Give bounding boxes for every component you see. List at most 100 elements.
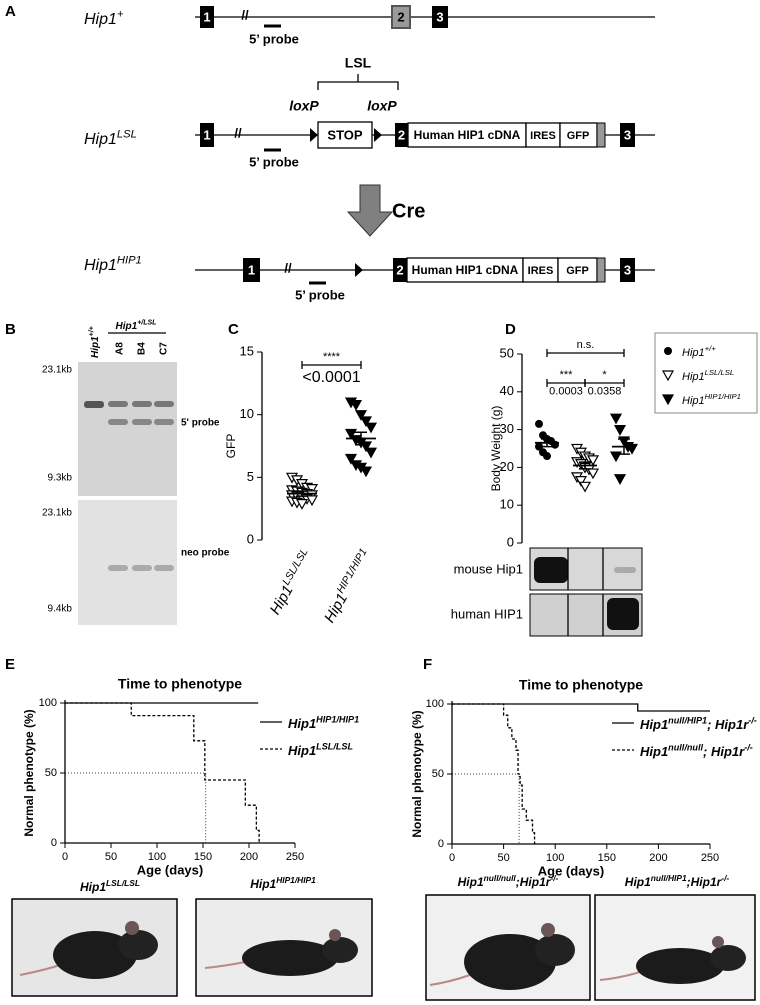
legend-label: Hip1HIP1/HIP1: [288, 715, 359, 732]
tail: [429, 974, 471, 986]
panel-d-blots: mouse Hip1 human HIP1: [451, 547, 643, 637]
point: [305, 495, 319, 507]
tail: [599, 971, 641, 981]
legend-marker: [664, 347, 672, 355]
sem-bar: [579, 461, 591, 470]
loxp-site: [374, 128, 382, 142]
exon-label: 3: [624, 262, 631, 277]
y-tick-label: 100: [426, 698, 444, 710]
x-tick-label: 0: [449, 852, 455, 864]
median-line: [452, 773, 520, 844]
point: [609, 413, 623, 425]
point: [344, 453, 358, 465]
mouse: [464, 934, 556, 990]
superscript: -/-: [748, 716, 757, 726]
cre-arrow: [346, 184, 394, 237]
x-tick-label: 100: [148, 851, 166, 863]
p-value: 0.0358: [588, 386, 622, 398]
legend-label: Hip1+/+: [682, 344, 716, 359]
point: [364, 422, 378, 434]
polya: [596, 257, 606, 283]
band: [132, 401, 152, 407]
loxp-label: loxP: [289, 98, 319, 114]
x-axis-label: Age (days): [137, 862, 203, 877]
text-run: ; Hip1r: [703, 744, 745, 759]
y-axis-label: Normal phenotype (%): [410, 710, 424, 837]
text-run: Hip1: [84, 11, 117, 28]
y-tick-label: 5: [247, 469, 254, 484]
photo-caption: Hip1null/null;Hip1r-/-: [458, 873, 559, 889]
mouse-head: [710, 945, 746, 971]
gfp-box: [557, 257, 598, 283]
point: [535, 419, 543, 428]
point: [535, 442, 543, 451]
text-run: Hip1: [250, 877, 276, 891]
point: [359, 466, 373, 478]
gfp-label: GFP: [567, 130, 590, 142]
superscript: LSL: [117, 128, 137, 140]
sig-bracket: [546, 349, 625, 357]
x-tick-label: Hip1HIP1/HIP1: [319, 546, 376, 625]
sem-bar: [541, 438, 553, 448]
y-axis-label: Body Weight (g): [489, 406, 503, 492]
break: //: [284, 260, 292, 275]
x-tick-label: 150: [598, 852, 616, 864]
panel-letter: F: [423, 656, 432, 673]
y-tick-label: 100: [39, 697, 57, 709]
text-run: Hip1: [267, 582, 297, 617]
exon-label: 1: [248, 262, 255, 277]
exon: [200, 123, 214, 147]
legend-label: Hip1null/HIP1; Hip1r-/-: [640, 716, 757, 733]
superscript: LSL/LSL: [316, 742, 353, 752]
panel-letter: C: [228, 321, 239, 338]
point: [586, 468, 600, 480]
y-tick-label: 10: [500, 497, 514, 512]
text-run: Hip1: [640, 717, 668, 732]
point: [354, 410, 368, 421]
text-run: Hip1: [80, 880, 106, 894]
band: [132, 419, 152, 425]
y-tick-label: 50: [500, 345, 514, 360]
blot-label: mouse Hip1: [454, 561, 523, 576]
break: //: [234, 125, 242, 140]
lane-label: C7: [159, 342, 170, 355]
y-tick-label: 10: [240, 406, 254, 421]
band: [132, 565, 152, 571]
text-run: Hip1: [84, 131, 117, 148]
point: [578, 481, 592, 493]
point: [359, 416, 373, 428]
y-tick-label: 20: [500, 459, 514, 474]
x-tick-label: 100: [546, 852, 564, 864]
mouse-head: [118, 930, 158, 960]
probe-label: 5’ probe: [249, 154, 299, 169]
superscript: +: [117, 8, 124, 20]
x-tick-label: 0: [62, 851, 68, 863]
x-axis-label: Age (days): [538, 863, 604, 878]
band: [108, 401, 128, 407]
band: [154, 565, 174, 571]
ires-label: IRES: [530, 130, 556, 142]
band: [108, 419, 128, 425]
break: //: [241, 7, 249, 22]
text-run: Hip1: [116, 321, 138, 332]
superscript: HIP1/HIP1: [705, 392, 741, 401]
panel-letter: D: [505, 321, 516, 338]
panel-letter: B: [5, 321, 16, 338]
gfp-label: GFP: [566, 265, 589, 277]
marker-label: 9.4kb: [48, 604, 73, 615]
cdna-box: [406, 257, 524, 283]
legend-box: [654, 332, 758, 414]
text-run: Hip1: [288, 743, 316, 758]
text-run: ;Hip1r: [516, 875, 552, 889]
superscript: HIP1/HIP1: [276, 875, 316, 885]
text-run: Hip1: [640, 744, 668, 759]
y-tick-label: 50: [432, 768, 444, 780]
x-tick-label: 250: [701, 852, 719, 864]
loxp-site: [355, 263, 363, 277]
panel-a: A Hip1+ 1 // 2 3 5’ probe LSL loxP loxP …: [5, 3, 655, 302]
sig-bracket: [301, 361, 362, 369]
superscript: -/-: [721, 873, 729, 883]
superscript: null/null: [484, 873, 517, 883]
superscript: +/+: [705, 344, 717, 353]
